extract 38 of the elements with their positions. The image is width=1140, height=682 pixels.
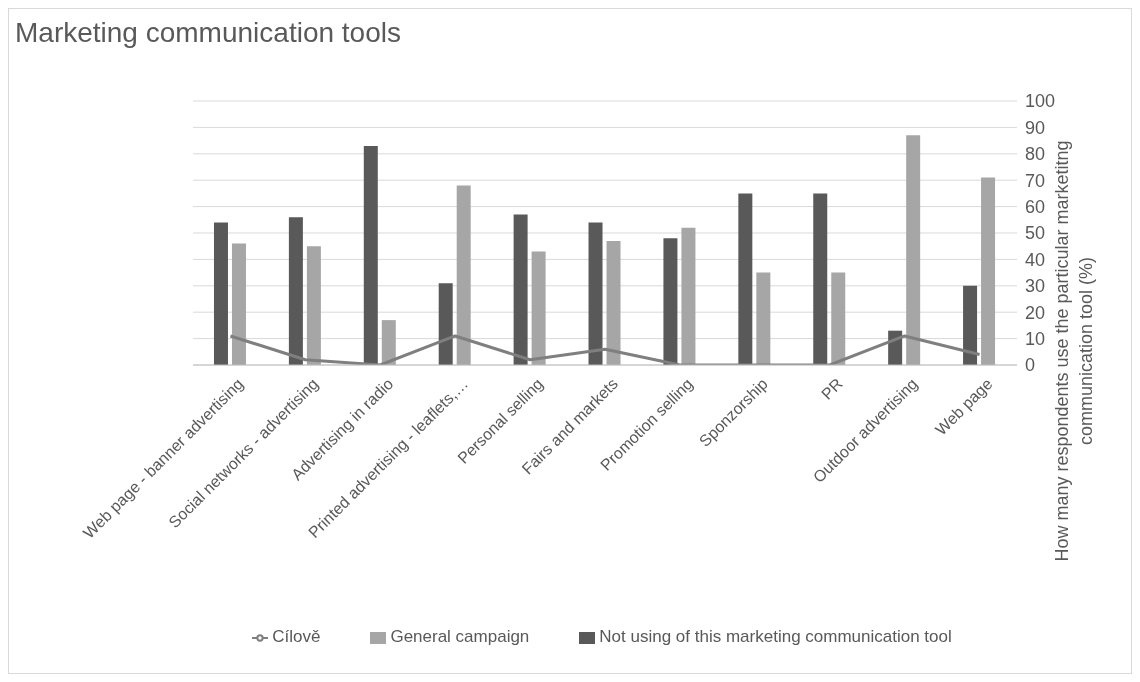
bar (738, 193, 753, 365)
bar (231, 243, 246, 365)
y-tick-label: 70 (1025, 170, 1046, 191)
y-tick-label: 40 (1025, 249, 1046, 270)
y-tick-label: 60 (1025, 196, 1046, 217)
bar (663, 238, 678, 365)
bar (756, 272, 771, 365)
bar (288, 217, 303, 365)
x-tick-label: PR (818, 375, 846, 403)
bar (531, 251, 546, 365)
bar (381, 320, 396, 365)
bar (213, 222, 228, 365)
y-tick-label: 80 (1025, 144, 1046, 165)
y-tick-label: 90 (1025, 117, 1046, 138)
y-tick-label: 30 (1025, 276, 1046, 297)
y-axis-title: How many respondents use the particular marketitng communication tool (%) (1052, 140, 1096, 562)
bar (438, 283, 453, 365)
y-tick-label: 0 (1025, 355, 1036, 376)
y-tick-label: 100 (1025, 91, 1056, 112)
bar (363, 145, 378, 365)
bar (981, 177, 996, 365)
bar (681, 227, 696, 365)
bar (906, 135, 921, 365)
bar (831, 272, 846, 365)
chart-title: Marketing communication tools (15, 17, 401, 49)
y-tick-label: 10 (1025, 328, 1046, 349)
bar (513, 214, 528, 365)
legend-label: Cílově (272, 627, 321, 646)
y-tick-label: 20 (1025, 302, 1046, 323)
bar (456, 185, 471, 365)
bar (813, 193, 828, 365)
bar (588, 222, 603, 365)
bar (606, 240, 621, 365)
bar (963, 285, 978, 365)
legend-label: Not using of this marketing communication tool (599, 627, 952, 646)
bar (306, 246, 321, 365)
legend-label: General campaign (390, 627, 530, 646)
y-tick-label: 50 (1025, 223, 1046, 244)
